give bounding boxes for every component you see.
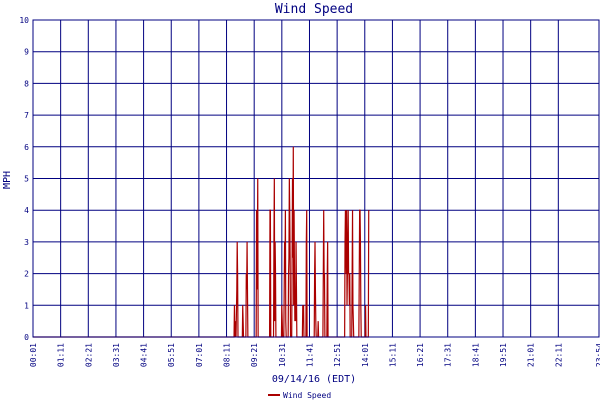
x-tick-label: 10:31 [278, 343, 287, 367]
series-line-wind-speed [33, 146, 370, 338]
x-tick-label: 22:11 [554, 343, 563, 367]
y-tick-label: 8 [24, 79, 29, 88]
x-tick-label: 23:54 [595, 343, 600, 367]
y-tick-label: 0 [24, 333, 29, 342]
y-tick-label: 3 [24, 238, 29, 247]
y-tick-label: 7 [24, 111, 29, 120]
y-tick-label: 9 [24, 48, 29, 57]
x-tick-label: 07:01 [195, 343, 204, 367]
x-tick-label: 18:41 [471, 343, 480, 367]
x-tick-label: 11:41 [305, 343, 314, 367]
y-axis-label: MPH [2, 171, 13, 189]
y-tick-labels: 0 1 2 3 4 5 6 7 8 9 10 [19, 16, 29, 342]
y-tick-label: 1 [24, 301, 29, 310]
y-tick-label: 5 [24, 175, 29, 184]
x-tick-label: 12:51 [333, 343, 342, 367]
x-tick-label: 17:31 [444, 343, 453, 367]
x-tick-label: 00:01 [29, 343, 38, 367]
x-tick-label: 04:41 [140, 343, 149, 367]
x-tick-label: 01:11 [57, 343, 66, 367]
y-tick-label: 6 [24, 143, 29, 152]
y-tick-label: 2 [24, 270, 29, 279]
x-tick-label: 21:01 [527, 343, 536, 367]
x-axis-label: 09/14/16 (EDT) [272, 374, 356, 385]
x-tick-label: 15:11 [388, 343, 397, 367]
x-tick-label: 08:11 [223, 343, 232, 367]
x-tick-label: 02:21 [84, 343, 93, 367]
x-tick-label: 16:21 [416, 343, 425, 367]
x-tick-label: 19:51 [499, 343, 508, 367]
x-tick-labels: 00:01 01:11 02:21 03:31 04:41 05:51 07:01 08:11… [29, 343, 600, 367]
legend: Wind Speed [268, 391, 331, 400]
y-tick-label: 4 [24, 206, 29, 215]
chart-title: Wind Speed [275, 2, 353, 17]
x-tick-label: 09:21 [250, 343, 259, 367]
x-tick-label: 14:01 [361, 343, 370, 367]
x-tick-label: 03:31 [112, 343, 121, 367]
series-layer [33, 146, 370, 338]
x-tick-label: 05:51 [167, 343, 176, 367]
plot-border [32, 19, 600, 338]
legend-label: Wind Speed [283, 391, 331, 400]
y-tick-label: 10 [19, 16, 29, 25]
